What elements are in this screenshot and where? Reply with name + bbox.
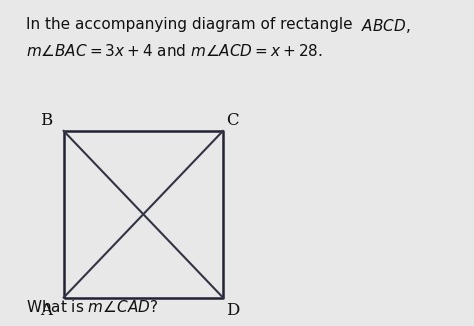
Text: In the accompanying diagram of rectangle: In the accompanying diagram of rectangle <box>26 17 358 32</box>
Text: What is $m\angle\it{CAD}$?: What is $m\angle\it{CAD}$? <box>26 299 158 315</box>
Text: D: D <box>227 302 240 319</box>
Text: B: B <box>40 111 52 128</box>
Text: A: A <box>40 302 52 319</box>
Text: $m\angle\it{BAC}=3\mathit{x}+4$ and $m\angle\it{ACD}=\mathit{x}+28.$: $m\angle\it{BAC}=3\mathit{x}+4$ and $m\a… <box>26 43 323 59</box>
Text: C: C <box>227 111 239 128</box>
Text: $\it{ABCD}$,: $\it{ABCD}$, <box>361 17 410 35</box>
